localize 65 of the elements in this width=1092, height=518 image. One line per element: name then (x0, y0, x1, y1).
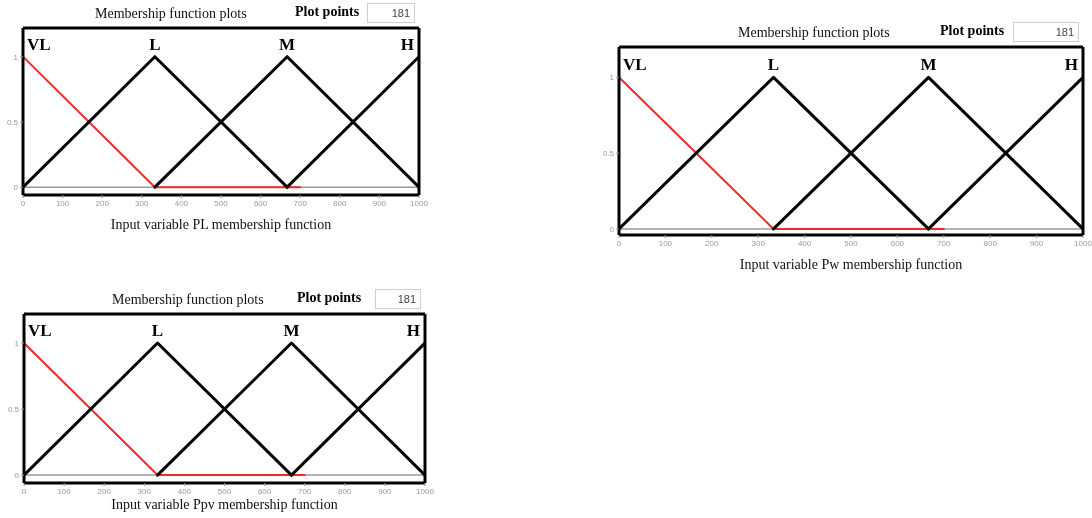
series-label: L (149, 34, 161, 54)
x-tick-label: 1000 (410, 198, 429, 208)
series-label: VL (623, 55, 647, 75)
x-tick-label: 900 (1029, 238, 1044, 248)
text: Plot points (295, 4, 360, 20)
x-tick-label: 500 (217, 486, 232, 496)
x-tick-label: 100 (658, 238, 673, 248)
series-label: L (767, 55, 780, 75)
x-axis-title: Input variable Ppv membership function (110, 497, 339, 513)
number-field: 181 (375, 289, 421, 309)
chart-title: Membership function plots (738, 25, 890, 41)
x-axis-title: Input variable PL membership function (109, 217, 333, 233)
x-tick-label: 600 (253, 198, 268, 208)
series-label: M (283, 321, 300, 341)
y-tick-label: 0 (14, 470, 20, 480)
x-tick-label: 200 (97, 486, 112, 496)
x-tick-label: 600 (257, 486, 272, 496)
chart-title: Membership function plots (95, 6, 247, 22)
text: Plot points (297, 290, 362, 306)
x-tick-label: 0 (616, 238, 622, 248)
x-tick-label: 900 (378, 486, 393, 496)
x-tick-label: 300 (135, 198, 150, 208)
series-label: VL (27, 34, 51, 54)
number-field: 181 (367, 3, 415, 23)
series-label: H (1064, 55, 1078, 75)
x-tick-label: 800 (983, 238, 998, 248)
x-tick-label: 600 (890, 238, 905, 248)
y-tick-label: 0.5 (6, 117, 19, 127)
x-tick-label: 0 (21, 486, 27, 496)
x-tick-label: 1000 (1074, 238, 1092, 248)
x-tick-label: 800 (333, 198, 348, 208)
y-tick-label: 1 (14, 338, 20, 348)
x-axis-title: Input variable Pw membership function (738, 257, 964, 273)
y-tick-label: 0.5 (7, 404, 20, 414)
x-tick-label: 900 (372, 198, 387, 208)
y-tick-label: 1 (609, 73, 615, 83)
x-tick-label: 400 (177, 486, 192, 496)
x-tick-label: 400 (797, 238, 812, 248)
series-label: H (400, 34, 414, 54)
x-tick-label: 500 (844, 238, 859, 248)
series-label: M (279, 34, 296, 54)
text: Plot points (940, 23, 1005, 39)
x-tick-label: 500 (214, 198, 229, 208)
x-tick-label: 400 (174, 198, 189, 208)
series-label: M (920, 55, 937, 75)
number-field: 181 (1013, 22, 1079, 42)
chart-title: Membership function plots (112, 292, 264, 308)
x-tick-label: 300 (751, 238, 766, 248)
x-tick-label: 100 (55, 198, 70, 208)
x-tick-label: 1000 (416, 486, 435, 496)
series-label: L (151, 321, 164, 341)
x-tick-label: 700 (298, 486, 312, 496)
series-label: H (406, 321, 420, 341)
y-tick-label: 0 (609, 224, 615, 234)
x-tick-label: 700 (937, 238, 952, 248)
y-tick-label: 0 (13, 183, 19, 193)
x-tick-label: 200 (705, 238, 720, 248)
y-tick-label: 0.5 (602, 148, 615, 158)
x-tick-label: 100 (57, 486, 72, 496)
y-tick-label: 1 (13, 52, 19, 62)
x-tick-label: 300 (137, 486, 152, 496)
x-tick-label: 700 (293, 198, 308, 208)
x-tick-label: 800 (338, 486, 353, 496)
x-tick-label: 200 (95, 198, 110, 208)
series-label: VL (28, 321, 52, 341)
